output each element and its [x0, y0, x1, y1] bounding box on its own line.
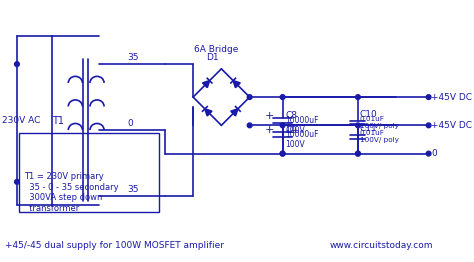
Text: 0.01uF
100V/ poly: 0.01uF 100V/ poly [360, 130, 399, 143]
Text: 0.01uF
100V/ poly: 0.01uF 100V/ poly [360, 116, 399, 129]
Text: C8: C8 [285, 111, 297, 121]
Text: 10000uF
100V: 10000uF 100V [285, 130, 319, 149]
Text: C11: C11 [360, 124, 378, 133]
Circle shape [15, 62, 19, 67]
Text: T1: T1 [53, 116, 64, 126]
FancyBboxPatch shape [19, 133, 159, 212]
Text: +45/-45 dual supply for 100W MOSFET amplifier: +45/-45 dual supply for 100W MOSFET ampl… [5, 241, 224, 250]
Circle shape [15, 179, 19, 184]
Text: www.circuitstoday.com: www.circuitstoday.com [330, 241, 433, 250]
Text: D1: D1 [206, 53, 218, 62]
Text: 35: 35 [127, 53, 139, 62]
Polygon shape [231, 109, 238, 116]
Text: +45V DC: +45V DC [431, 92, 473, 102]
Polygon shape [205, 109, 212, 116]
Text: 0: 0 [431, 149, 437, 158]
Circle shape [356, 123, 360, 128]
Circle shape [356, 95, 360, 100]
Text: C9: C9 [285, 125, 297, 135]
Text: 10000uF
100V: 10000uF 100V [285, 116, 319, 135]
Circle shape [247, 95, 252, 100]
Polygon shape [233, 81, 240, 88]
Circle shape [426, 151, 431, 156]
Text: 35: 35 [127, 185, 139, 194]
Text: +: + [264, 111, 274, 121]
Polygon shape [202, 81, 210, 88]
Circle shape [280, 151, 285, 156]
Text: +45V DC: +45V DC [431, 121, 473, 130]
Circle shape [280, 151, 285, 156]
Text: C10: C10 [360, 110, 378, 118]
Text: T1 = 230V primary
  35 - 0 - 35 secondary
  300VA step down
  transformer: T1 = 230V primary 35 - 0 - 35 secondary … [24, 172, 118, 213]
Text: 230V AC: 230V AC [2, 116, 40, 125]
Circle shape [426, 95, 431, 100]
Circle shape [280, 95, 285, 100]
Circle shape [247, 123, 252, 128]
Circle shape [356, 151, 360, 156]
Text: 0: 0 [127, 119, 133, 128]
Text: 6A Bridge: 6A Bridge [194, 46, 239, 54]
Circle shape [356, 151, 360, 156]
Circle shape [280, 123, 285, 128]
Circle shape [426, 123, 431, 128]
Text: +: + [264, 125, 274, 135]
